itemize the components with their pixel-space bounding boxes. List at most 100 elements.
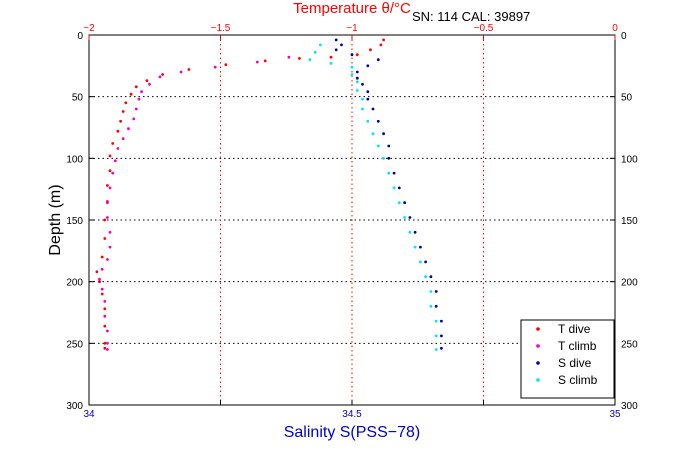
- data-point: [382, 132, 385, 136]
- data-point: [440, 334, 443, 338]
- legend-marker: [536, 344, 540, 348]
- data-point: [403, 201, 406, 205]
- data-point: [329, 62, 333, 65]
- legend-entry: S dive: [558, 356, 592, 370]
- data-point: [187, 68, 191, 71]
- data-point: [371, 107, 375, 111]
- data-point: [103, 237, 107, 240]
- y-tick-label-left: 50: [72, 93, 84, 104]
- legend: T dive T climb S dive S climb: [520, 319, 615, 399]
- data-point: [132, 117, 136, 121]
- y-tick-label-left: 0: [77, 31, 83, 42]
- data-point: [140, 90, 144, 94]
- data-point: [350, 53, 354, 57]
- data-point: [329, 55, 333, 59]
- legend-entry: T dive: [558, 322, 591, 336]
- data-point: [179, 70, 183, 74]
- data-point: [434, 319, 438, 323]
- data-point: [100, 287, 104, 291]
- data-point: [397, 201, 401, 205]
- data-point: [387, 171, 391, 175]
- data-point: [408, 216, 412, 219]
- data-point: [350, 73, 354, 76]
- data-point: [106, 329, 109, 333]
- x-tick-label-top: −0.5: [474, 23, 494, 34]
- y-tick-label-left: 100: [66, 154, 83, 165]
- data-point: [103, 324, 107, 328]
- data-point: [111, 142, 115, 145]
- data-point: [369, 48, 372, 52]
- x-tick-label-top: −1.5: [211, 23, 231, 34]
- x-tick-label-top: −1: [346, 23, 358, 34]
- data-point: [350, 65, 354, 69]
- data-point: [108, 186, 112, 190]
- data-point: [361, 107, 364, 111]
- y-tick-label-right: 50: [621, 93, 633, 104]
- data-point: [366, 64, 370, 68]
- data-point: [355, 70, 359, 74]
- data-point: [419, 260, 422, 264]
- data-point: [100, 267, 104, 271]
- data-point: [103, 314, 107, 318]
- data-point: [106, 341, 109, 345]
- data-point: [424, 275, 427, 279]
- y-tick-label-right: 150: [621, 216, 638, 227]
- data-point: [319, 43, 322, 47]
- data-point: [355, 89, 359, 92]
- y-tick-label-right: 250: [621, 339, 638, 350]
- data-point: [434, 290, 438, 293]
- y-tick-label-left: 200: [66, 278, 83, 289]
- data-point: [106, 201, 109, 205]
- data-point: [148, 82, 151, 86]
- data-point: [298, 57, 301, 60]
- data-point: [355, 76, 359, 80]
- y-tick-label-right: 300: [621, 401, 638, 412]
- x-tick-label-bottom: 34: [83, 409, 95, 420]
- data-point: [340, 43, 343, 47]
- info-label: SN: 114 CAL: 39897: [412, 9, 530, 24]
- data-point: [434, 334, 438, 338]
- legend-box: [520, 319, 615, 399]
- data-point: [100, 255, 104, 259]
- data-point: [116, 129, 120, 133]
- data-point: [397, 186, 401, 190]
- y-tick-label-right: 0: [621, 31, 627, 42]
- data-point: [108, 154, 112, 158]
- y-tick-label-left: 250: [66, 339, 83, 350]
- data-point: [376, 58, 380, 62]
- y-tick-label-right: 200: [621, 278, 638, 289]
- data-point: [366, 119, 370, 123]
- data-point: [413, 245, 417, 249]
- series-t-dive: [95, 38, 385, 350]
- data-point: [111, 171, 115, 175]
- legend-entry: T climb: [558, 339, 597, 353]
- y-tick-label-right: 100: [621, 154, 638, 165]
- data-point: [392, 186, 396, 190]
- data-point: [103, 341, 107, 345]
- data-point: [263, 59, 267, 63]
- data-point: [108, 245, 112, 249]
- data-point: [98, 280, 101, 284]
- data-point: [313, 50, 317, 54]
- data-point: [361, 97, 364, 101]
- data-point: [413, 230, 417, 234]
- x-tick-label-bottom: 34.5: [342, 409, 362, 420]
- data-point: [98, 277, 101, 281]
- data-point: [103, 300, 107, 303]
- data-point: [121, 137, 125, 141]
- data-point: [121, 110, 125, 113]
- data-point: [103, 346, 107, 350]
- data-point: [382, 156, 385, 160]
- data-point: [440, 346, 443, 350]
- data-point: [366, 90, 370, 94]
- data-point: [308, 58, 312, 62]
- data-point: [255, 60, 259, 64]
- data-point: [376, 119, 380, 123]
- data-point: [108, 230, 112, 234]
- data-point: [429, 304, 433, 308]
- series-s-climb: [308, 43, 438, 351]
- data-point: [119, 119, 122, 123]
- data-point: [158, 75, 162, 79]
- data-point: [129, 92, 133, 96]
- data-point: [434, 304, 438, 308]
